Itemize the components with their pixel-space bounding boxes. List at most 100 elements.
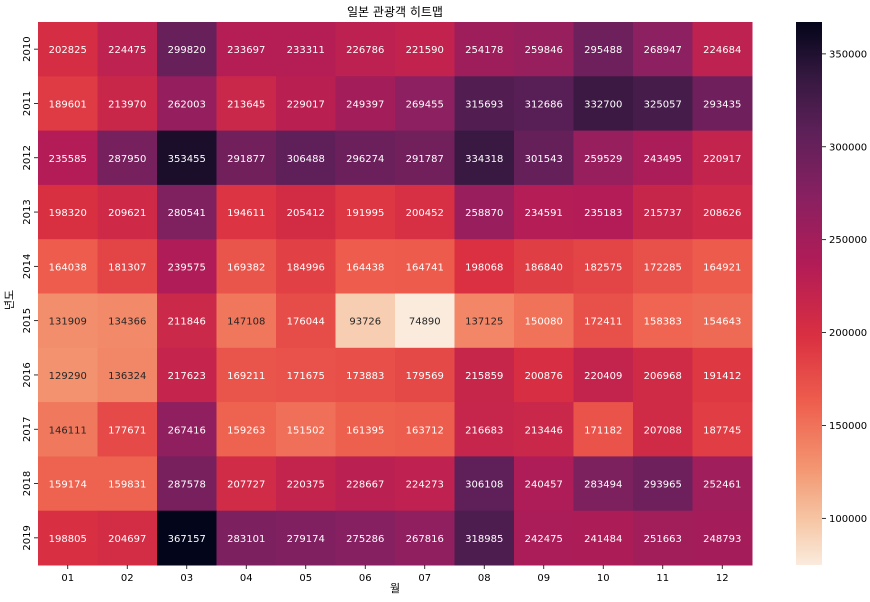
x-axis-label: 월 [390,582,400,595]
cell-value-label: 129290 [49,371,87,382]
cell-value-label: 252461 [703,480,741,491]
heatmap-cell [692,402,753,457]
cell-value-label: 259846 [525,45,563,56]
cell-value-label: 221590 [406,45,444,56]
heatmap-cell [38,130,98,186]
heatmap-cell [216,402,277,457]
heatmap-cell [692,456,753,512]
cell-value-label: 312686 [525,99,563,110]
heatmap-cell [395,239,455,294]
heatmap-cell [97,456,158,512]
heatmap-cell [38,22,98,77]
heatmap-cell [573,239,634,294]
heatmap-cell [38,239,98,294]
cell-value-label: 262003 [168,99,206,110]
cell-value-label: 220375 [287,480,325,491]
cell-value-label: 216683 [465,425,503,436]
heatmap-cell [633,402,693,457]
cell-value-label: 202825 [49,45,87,56]
heatmap-cell [573,347,634,403]
heatmap-cell [276,184,336,240]
heatmap-cell [97,347,158,403]
heatmap-cell [514,293,574,349]
cell-value-label: 205412 [287,208,325,219]
cell-value-label: 194611 [227,208,265,219]
cell-value-label: 220917 [703,154,741,165]
cell-value-label: 224273 [406,480,444,491]
cell-value-label: 213446 [525,425,563,436]
heatmap-cell [692,293,753,349]
cell-value-label: 158383 [644,317,682,328]
heatmap-cell [573,402,634,457]
heatmap-cell [454,76,515,132]
heatmap-cell [454,402,515,457]
cell-value-label: 239575 [168,262,206,273]
heatmap-cell [38,76,98,132]
heatmap-cell [97,293,158,349]
y-axis-ticks: 2010 2011 2012 2013 2014 2015 2016 2017 2018 2019 [22,36,38,551]
heatmap-cell [276,76,336,132]
cell-value-label: 213970 [108,99,146,110]
cell-value-label: 268947 [644,45,682,56]
cell-value-label: 306108 [465,480,503,491]
cell-value-label: 159263 [227,425,265,436]
cell-value-label: 172285 [644,262,682,273]
colorbar-tick-label: 150000 [829,421,867,432]
cell-value-label: 226786 [346,45,384,56]
cell-value-label: 306488 [287,154,325,165]
cell-value-label: 293435 [703,99,741,110]
heatmap-cell [38,456,98,512]
heatmap-cell [157,402,217,457]
heatmap-cell [395,510,455,566]
cell-value-label: 198068 [465,262,503,273]
cell-value-label: 164038 [49,262,87,273]
heatmap-cell [97,184,158,240]
cell-value-label: 283101 [227,534,265,545]
cell-value-label: 315693 [465,99,503,110]
heatmap-cell [573,130,634,186]
cell-value-label: 208626 [703,208,741,219]
cell-value-label: 177671 [108,425,146,436]
heatmap-cell [216,347,277,403]
cell-value-label: 176044 [287,317,325,328]
x-tick-label: 08 [478,573,491,584]
heatmap-cell [276,402,336,457]
heatmap-cell [335,293,396,349]
cell-value-label: 200876 [525,371,563,382]
heatmap-cell [157,184,217,240]
x-tick-label: 02 [121,573,134,584]
heatmap-cell [454,293,515,349]
cell-value-label: 147108 [227,317,265,328]
heatmap-cell [454,456,515,512]
heatmap-cell [692,347,753,403]
y-tick-label: 2017 [22,417,33,442]
heatmap-cell [633,184,693,240]
heatmap-cell [216,456,277,512]
heatmap-cell [97,510,158,566]
x-tick-label: 05 [299,573,312,584]
cell-value-label: 296274 [346,154,384,165]
heatmap-cell [335,22,396,77]
heatmap-cell [157,76,217,132]
cell-value-label: 161395 [346,425,384,436]
heatmap-cell [573,22,634,77]
cell-value-label: 179569 [406,371,444,382]
heatmap-cell [692,239,753,294]
heatmap-cell [335,456,396,512]
heatmap-cell [633,347,693,403]
cell-value-label: 198320 [49,208,87,219]
colorbar-tick-label: 200000 [829,328,867,339]
chart-title: 일본 관광객 히트맵 [347,5,443,19]
cell-value-label: 254178 [465,45,503,56]
cell-value-label: 198805 [49,534,87,545]
x-tick-label: 09 [537,573,550,584]
cell-value-label: 224684 [703,45,741,56]
cell-value-label: 164741 [406,262,444,273]
heatmap-cell [573,76,634,132]
y-tick-label: 2011 [22,91,33,116]
heatmap-cell [216,510,277,566]
y-axis-label: 년도 [3,290,16,310]
heatmap-cell [276,347,336,403]
cell-value-label: 243495 [644,154,682,165]
heatmap-cell [573,510,634,566]
